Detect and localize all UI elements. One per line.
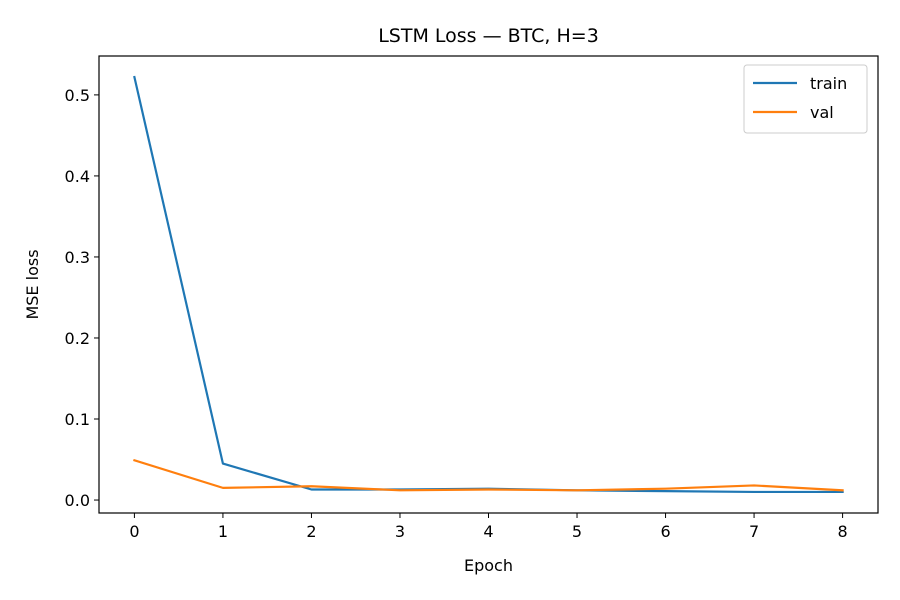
y-tick-label: 0.3 bbox=[65, 248, 90, 267]
x-tick-label: 1 bbox=[218, 522, 228, 541]
x-tick-label: 2 bbox=[306, 522, 316, 541]
x-tick-label: 0 bbox=[129, 522, 139, 541]
y-axis-label: MSE loss bbox=[23, 249, 42, 319]
y-tick-label: 0.0 bbox=[65, 491, 90, 510]
x-tick-label: 5 bbox=[572, 522, 582, 541]
y-tick-label: 0.2 bbox=[65, 329, 90, 348]
x-tick-label: 7 bbox=[749, 522, 759, 541]
series-lines bbox=[133, 75, 844, 494]
axis-ticks: 0 1 2 3 4 5 6 7 8 0.0 0.1 0.2 0.3 0.4 0.5 bbox=[65, 86, 848, 541]
legend-label-train: train bbox=[810, 74, 847, 93]
axes-frame bbox=[98, 55, 879, 514]
legend-label-val: val bbox=[810, 103, 834, 122]
x-tick-label: 6 bbox=[660, 522, 670, 541]
legend: train val bbox=[743, 64, 868, 134]
x-tick-label: 4 bbox=[483, 522, 493, 541]
y-tick-label: 0.1 bbox=[65, 410, 90, 429]
series-line-val bbox=[133, 458, 844, 492]
chart-title: LSTM Loss — BTC, H=3 bbox=[378, 25, 599, 47]
y-tick-label: 0.4 bbox=[65, 167, 90, 186]
legend-box bbox=[743, 64, 868, 134]
x-tick-label: 3 bbox=[395, 522, 405, 541]
x-axis-label: Epoch bbox=[464, 556, 513, 575]
y-tick-label: 0.5 bbox=[65, 86, 90, 105]
x-tick-label: 8 bbox=[837, 522, 847, 541]
